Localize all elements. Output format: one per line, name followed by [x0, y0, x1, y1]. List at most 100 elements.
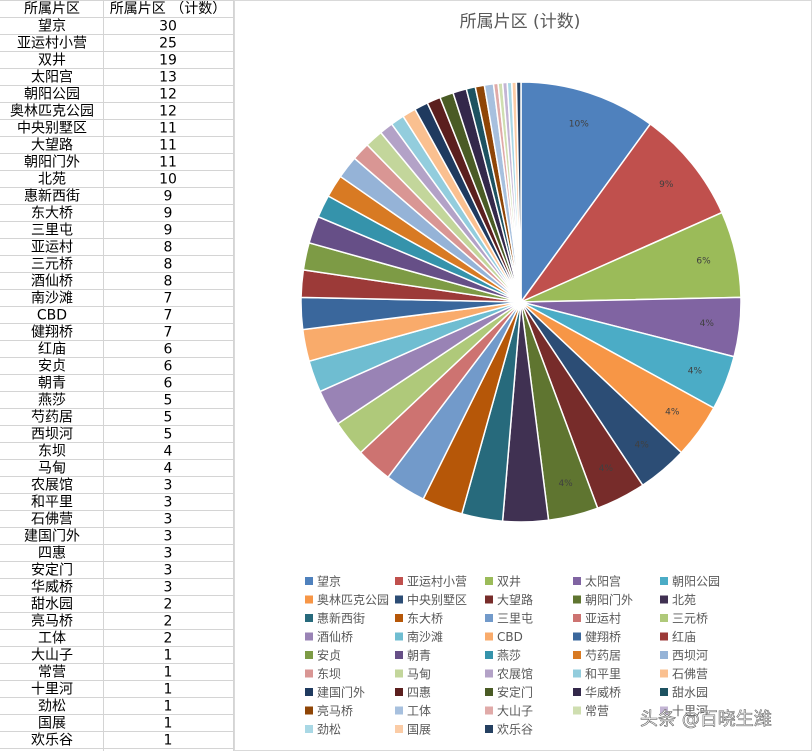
- legend-label: 健翔桥: [585, 630, 621, 644]
- cell: 朝阳门外: [24, 155, 80, 171]
- cell: 劲松: [38, 699, 66, 715]
- legend-label: 三元桥: [672, 612, 708, 626]
- legend-label: 大山子: [497, 704, 533, 718]
- legend-swatch: [485, 632, 493, 641]
- legend-label: 望京: [317, 575, 341, 589]
- cell: 11: [159, 155, 177, 171]
- legend-label: 和平里: [585, 667, 621, 681]
- cell: 6: [164, 376, 173, 392]
- legend-swatch: [305, 725, 313, 733]
- cell: 8: [164, 240, 173, 256]
- cell: 大望路: [31, 138, 73, 154]
- cell: 3: [164, 546, 173, 562]
- cell: 1: [164, 682, 173, 698]
- legend-swatch: [395, 651, 403, 659]
- legend-swatch: [305, 577, 313, 585]
- cell: 南沙滩: [31, 291, 73, 307]
- legend-label: 建国门外: [317, 685, 365, 700]
- cell: 酒仙桥: [31, 274, 73, 290]
- legend-label: 常营: [585, 704, 609, 718]
- legend-swatch: [395, 706, 403, 715]
- legend-label: 惠新西街: [317, 611, 365, 626]
- legend-label: 南沙滩: [407, 629, 443, 644]
- legend-swatch: [395, 669, 403, 678]
- legend-label: 马甸: [407, 667, 431, 681]
- legend-swatch: [395, 725, 403, 733]
- legend-swatch: [573, 595, 581, 604]
- legend-label: 朝青: [407, 649, 431, 663]
- cell: 12: [159, 87, 177, 103]
- watermark: 头条 @百晓生潍: [640, 709, 772, 730]
- cell: 3: [164, 495, 173, 511]
- cell: 13: [159, 70, 177, 86]
- cell: 石佛营: [31, 512, 73, 528]
- pie-slice: [520, 81, 652, 305]
- cell: 1: [164, 648, 173, 664]
- legend-swatch: [660, 577, 668, 585]
- legend-label: 朝阳公园: [672, 575, 720, 589]
- cell: 亚运村小营: [17, 36, 87, 52]
- cell: 3: [164, 478, 173, 494]
- legend-swatch: [573, 632, 581, 641]
- cell: 朝青: [38, 376, 66, 392]
- cell: 东大桥: [31, 206, 73, 222]
- cell: 双井: [38, 53, 66, 69]
- cell: 红庙: [38, 342, 66, 358]
- legend-swatch: [305, 651, 313, 659]
- data-label: 4%: [700, 319, 715, 329]
- legend-swatch: [660, 706, 668, 715]
- legend-label: 西坝河: [672, 649, 708, 663]
- legend-label: 太阳宫: [585, 574, 621, 589]
- pie-slice: [515, 81, 522, 303]
- legend-swatch: [660, 669, 668, 678]
- pie-slice: [518, 122, 723, 304]
- legend-label: 亚运村: [585, 612, 621, 626]
- legend-label: 农展馆: [497, 666, 533, 681]
- cell: 2: [164, 597, 173, 613]
- cell: 华威桥: [31, 580, 73, 596]
- legend-swatch: [660, 651, 668, 659]
- legend-label: 芍药居: [585, 649, 621, 663]
- legend-swatch: [395, 577, 403, 585]
- data-label: 4%: [688, 366, 703, 376]
- data-label: 4%: [558, 479, 573, 489]
- column-header: 所属片区 （计数）: [110, 1, 226, 17]
- cell: 3: [164, 563, 173, 579]
- cell: 5: [164, 410, 173, 426]
- data-label: 9%: [659, 180, 674, 190]
- cell: 7: [164, 291, 173, 307]
- cell: 奥林匹克公园: [10, 103, 94, 120]
- cell: 11: [159, 138, 177, 154]
- legend-label: 东坝: [317, 667, 341, 681]
- cell: 4: [164, 461, 173, 477]
- cell: 大山子: [31, 648, 73, 664]
- cell: 30: [159, 19, 177, 35]
- cell: 四惠: [38, 546, 66, 562]
- legend-swatch: [485, 651, 493, 659]
- cell: 5: [164, 393, 173, 409]
- cell: 亮马桥: [31, 613, 73, 630]
- cell: 6: [164, 359, 173, 375]
- legend-label: 劲松: [317, 723, 341, 737]
- legend-swatch: [305, 614, 313, 622]
- cell: 国展: [38, 716, 66, 732]
- legend-swatch: [485, 725, 493, 733]
- cell: 东坝: [38, 444, 66, 460]
- legend-swatch: [395, 632, 403, 641]
- cell: 亚运村: [31, 240, 73, 256]
- pie: 10% 9% 6% 4% 4% 4% 4% 4% 4%: [300, 81, 742, 523]
- legend-label: 东大桥: [407, 612, 443, 626]
- cell: 4: [164, 444, 173, 460]
- legend-swatch: [573, 688, 581, 696]
- cell: 2: [164, 631, 173, 647]
- legend-swatch: [573, 669, 581, 678]
- cell: 燕莎: [38, 393, 66, 409]
- cell: 欢乐谷: [31, 733, 73, 749]
- legend-swatch: [573, 614, 581, 622]
- legend-label: 三里屯: [497, 612, 533, 626]
- legend-swatch: [305, 669, 313, 678]
- legend-label: 中央别墅区: [407, 592, 467, 607]
- cell: 8: [164, 257, 173, 273]
- cell: 建国门外: [24, 529, 80, 545]
